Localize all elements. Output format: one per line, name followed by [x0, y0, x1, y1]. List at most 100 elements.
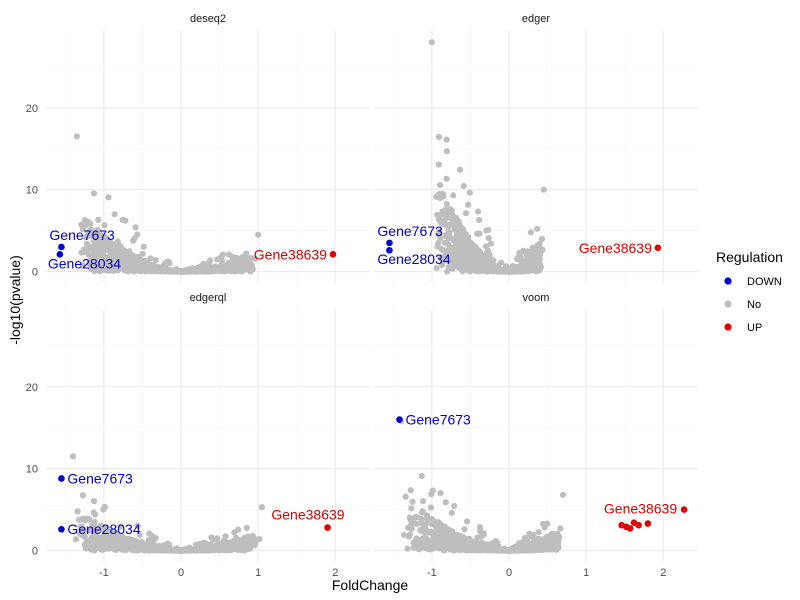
data-point: [129, 261, 136, 268]
data-point: [464, 518, 471, 525]
data-point: [418, 473, 425, 480]
data-point: [200, 260, 207, 268]
data-point: [248, 262, 255, 269]
data-point: [178, 547, 185, 554]
data-point: [465, 201, 472, 208]
data-point: [466, 266, 474, 274]
data-point: [206, 265, 213, 272]
data-point: [252, 255, 259, 262]
data-point: [91, 547, 98, 554]
data-point: [531, 252, 538, 259]
data-point: [81, 246, 88, 253]
data-point: [445, 229, 452, 236]
data-point: [229, 254, 236, 261]
data-point: [111, 211, 118, 218]
data-point: [458, 267, 466, 274]
data-point: [120, 247, 127, 255]
data-point: [90, 540, 97, 547]
data-point: [93, 247, 100, 255]
data-point: [235, 526, 242, 533]
data-point: [142, 266, 149, 273]
data-point: [130, 237, 137, 244]
data-point: [99, 542, 107, 549]
gene-label: Gene7673: [49, 227, 115, 243]
gene-label: Gene38639: [271, 507, 344, 523]
data-point: [497, 259, 505, 266]
data-point: [90, 509, 97, 516]
data-point: [121, 262, 128, 269]
non-significant-points: [428, 39, 547, 275]
down-regulated-point: [58, 243, 65, 251]
data-point: [445, 223, 452, 230]
gene-label: Gene28034: [48, 255, 121, 271]
data-point: [134, 231, 141, 238]
data-point: [224, 542, 231, 549]
data-point: [250, 537, 257, 544]
data-point: [79, 492, 86, 499]
data-point: [256, 535, 263, 543]
data-point: [414, 514, 421, 521]
data-point: [482, 263, 489, 270]
data-point: [200, 267, 207, 274]
x-tick-label: 1: [255, 567, 261, 579]
data-point: [194, 267, 201, 275]
data-point: [243, 524, 250, 532]
data-point: [180, 268, 187, 275]
data-point: [435, 161, 442, 168]
data-point: [448, 509, 455, 516]
data-point: [471, 248, 478, 255]
data-point: [486, 254, 493, 261]
data-point: [490, 263, 498, 271]
down-regulated-point: [58, 525, 65, 533]
data-point: [520, 247, 527, 254]
data-point: [139, 250, 146, 257]
data-point: [132, 224, 139, 231]
data-point: [200, 539, 207, 546]
x-tick-label: 0: [506, 567, 512, 579]
data-point: [557, 525, 564, 532]
data-point: [112, 546, 120, 553]
data-point: [435, 133, 443, 141]
data-point: [83, 538, 90, 545]
non-significant-points: [73, 133, 262, 275]
data-point: [170, 546, 177, 554]
data-point: [143, 543, 150, 550]
gene-label: Gene7673: [67, 470, 133, 486]
x-tick-label: -1: [99, 567, 109, 579]
data-point: [160, 546, 167, 553]
x-tick-label: 2: [660, 567, 666, 579]
data-point: [484, 247, 492, 254]
data-point: [400, 531, 408, 539]
data-point: [408, 505, 415, 512]
up-regulated-point: [329, 251, 337, 258]
data-point: [427, 504, 435, 511]
data-point: [460, 243, 467, 251]
data-point: [538, 235, 546, 243]
data-point: [540, 186, 547, 193]
down-regulated-point: [58, 475, 65, 482]
y-tick-label: 20: [26, 103, 38, 115]
data-point: [443, 136, 450, 143]
data-point: [440, 209, 447, 216]
non-significant-points: [397, 418, 567, 554]
gene-label: Gene38639: [579, 240, 652, 256]
data-point: [498, 268, 505, 275]
data-point: [132, 538, 139, 545]
data-point: [126, 539, 133, 546]
y-tick-label: 0: [32, 546, 38, 558]
data-point: [207, 257, 214, 264]
data-point: [258, 504, 266, 511]
data-point: [216, 544, 224, 551]
data-point: [533, 243, 540, 250]
data-point: [475, 208, 482, 215]
y-tick-label: 10: [26, 464, 38, 476]
data-point: [485, 234, 492, 242]
data-point: [435, 240, 442, 247]
data-point: [454, 224, 462, 232]
data-point: [443, 175, 450, 182]
data-point: [465, 254, 473, 261]
y-tick-label: 0: [32, 267, 38, 279]
